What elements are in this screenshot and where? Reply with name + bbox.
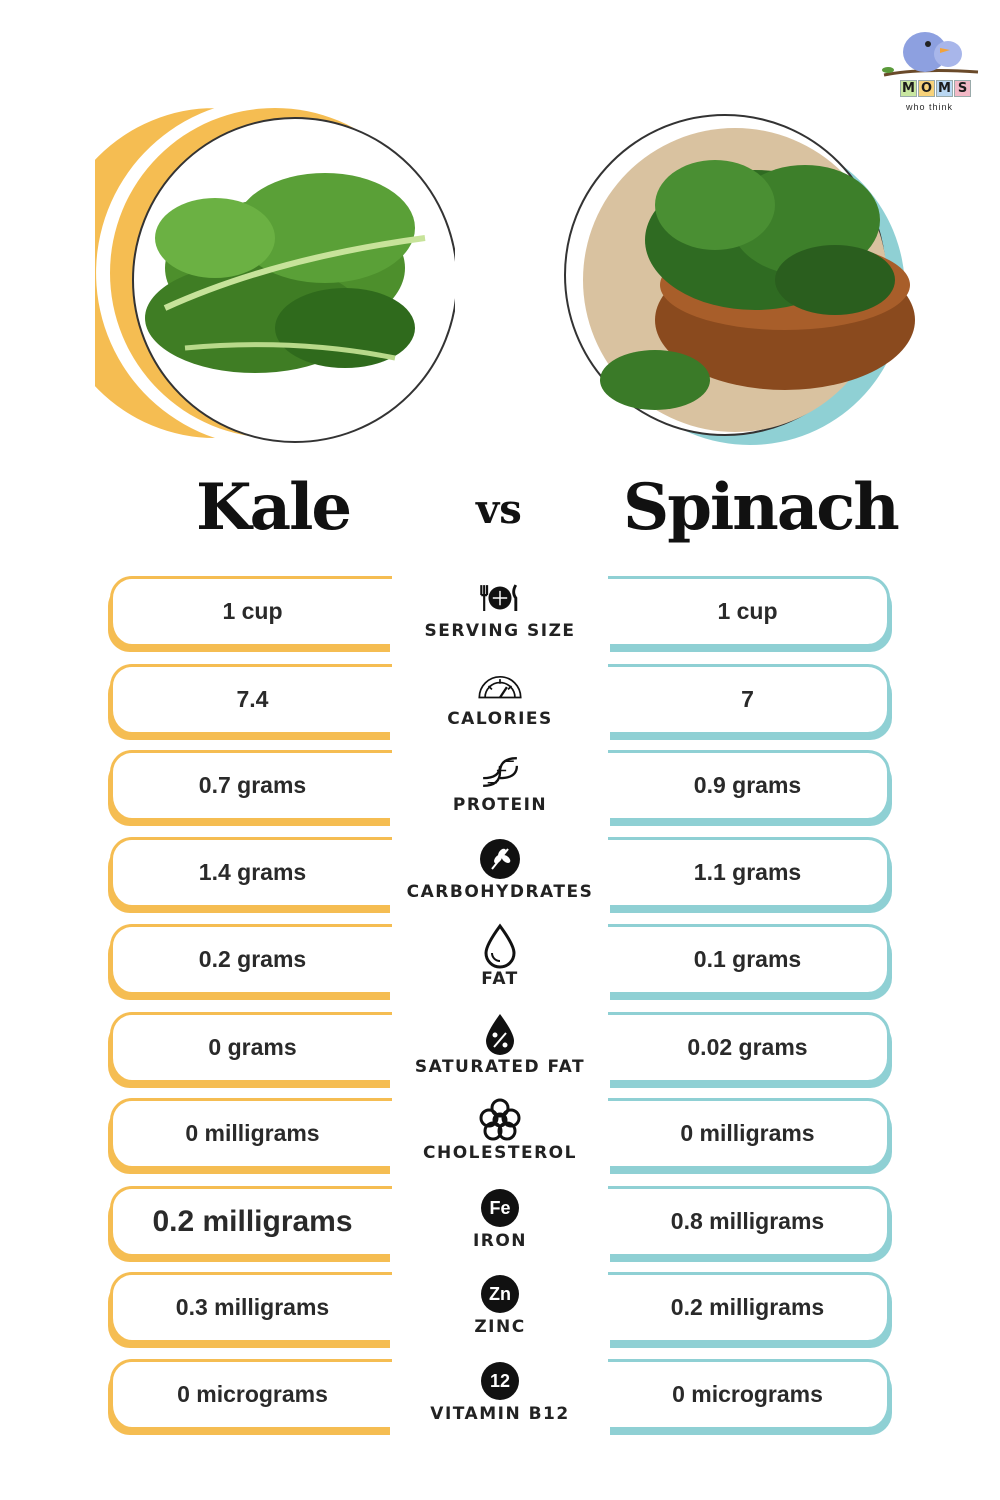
spinach-value: 0.8 milligrams [608,1186,890,1254]
gauge-icon [477,664,523,708]
zinc-badge: Zn [481,1275,519,1313]
row-saturated-fat: 0 grams SATURATED FAT 0.02 grams [0,1012,1000,1092]
kale-value: 0 micrograms [110,1359,392,1427]
kale-value: 1 cup [110,576,392,644]
nutrient-label: IRON [472,1231,528,1251]
nutrient-label: CALORIES [447,709,553,729]
logo-letter: S [954,80,971,97]
kale-title: Kale [196,470,352,545]
logo-letter: M [936,80,953,97]
nutrient-label: CHOLESTEROL [423,1143,577,1163]
kale-value: 0.2 grams [110,924,392,992]
spinach-value: 1 cup [608,576,890,644]
row-serving-size: 1 cup SERVING SIZE 1 cup [0,576,1000,656]
nutrient-label: PROTEIN [452,795,548,815]
drop-icon [477,923,523,969]
spinach-value: 0.2 milligrams [608,1272,890,1340]
b12-badge: 12 [481,1362,519,1400]
kale-value: 0.2 milligrams [110,1186,392,1254]
row-carbohydrates: 1.4 grams CARBOHYDRATES 1.1 grams [0,837,1000,917]
row-calories: 7.4 CALORIES 7 [0,664,1000,744]
logo-letter: O [918,80,935,97]
utensils-plate-icon [477,576,523,620]
dna-icon [477,750,523,794]
row-vitamin-b12: 0 micrograms 12 VITAMIN B12 0 micrograms [0,1359,1000,1439]
row-zinc: 0.3 milligrams Zn ZINC 0.2 milligrams [0,1272,1000,1352]
percent-drop-icon [477,1012,523,1056]
spinach-value: 0.1 grams [608,924,890,992]
b12-badge-icon: 12 [477,1359,523,1403]
logo-tagline: who think [906,102,954,112]
nutrient-label: VITAMIN B12 [430,1404,570,1424]
spinach-value: 1.1 grams [608,837,890,905]
nutrient-label: FAT [481,969,519,989]
row-fat: 0.2 grams FAT 0.1 grams [0,923,1000,1004]
spinach-value: 7 [608,664,890,732]
kale-value: 0.7 grams [110,750,392,818]
bird-icon [882,32,979,77]
molecule-icon [477,1098,523,1142]
kale-value: 0.3 milligrams [110,1272,392,1340]
moms-who-think-logo: M O M S who think [880,20,980,120]
spinach-value: 0 micrograms [608,1359,890,1427]
spinach-image [555,110,915,470]
kale-image [50,99,458,468]
row-cholesterol: 0 milligrams CHOLESTEROL 0 milligrams [0,1098,1000,1178]
nutrient-label: SERVING SIZE [424,621,576,641]
row-iron: 0.2 milligrams Fe IRON 0.8 milligrams [0,1186,1000,1266]
nutrient-label: CARBOHYDRATES [406,882,594,902]
spinach-value: 0.9 grams [608,750,890,818]
kale-value: 0 milligrams [110,1098,392,1166]
vs-label: vs [476,486,522,533]
nutrient-label: SATURATED FAT [414,1057,586,1077]
kale-value: 1.4 grams [110,837,392,905]
spinach-value: 0.02 grams [608,1012,890,1080]
spinach-value: 0 milligrams [608,1098,890,1166]
logo-letter: M [900,80,917,97]
nutrient-label: ZINC [474,1317,526,1337]
iron-badge: Fe [481,1189,519,1227]
spinach-title: Spinach [623,470,900,545]
kale-value: 7.4 [110,664,392,732]
wheat-icon [477,837,523,881]
fe-badge-icon: Fe [477,1186,523,1230]
row-protein: 0.7 grams PROTEIN 0.9 grams [0,750,1000,830]
zn-badge-icon: Zn [477,1272,523,1316]
kale-value: 0 grams [110,1012,392,1080]
